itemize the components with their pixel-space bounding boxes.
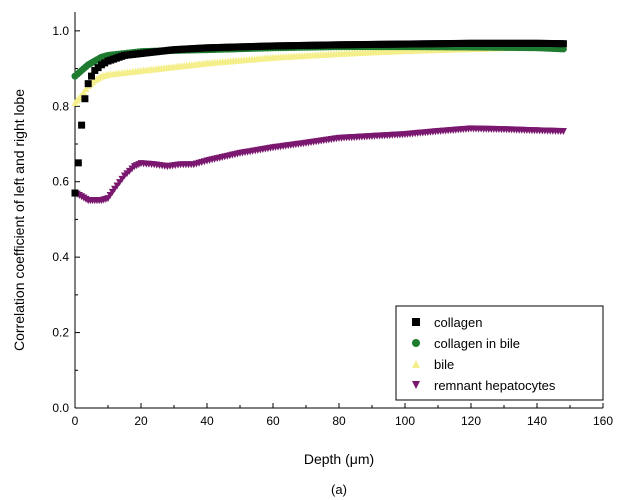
y-tick-label: 0.6 [52, 175, 69, 189]
x-axis-title: Depth (μm) [304, 451, 374, 467]
y-tick-label: 0.4 [52, 250, 69, 264]
data-point [81, 95, 89, 103]
x-tick-label: 160 [593, 414, 613, 428]
data-point [559, 40, 567, 48]
legend-marker [412, 339, 420, 347]
figure-caption: (a) [331, 482, 347, 497]
legend-label: bile [434, 357, 454, 372]
x-tick-label: 40 [200, 414, 214, 428]
series-layer [71, 39, 567, 205]
x-tick-label: 80 [332, 414, 346, 428]
x-tick-label: 100 [395, 414, 415, 428]
legend-box [395, 305, 604, 401]
legend-label: collagen [434, 315, 482, 330]
legend-marker [412, 381, 420, 389]
y-axis: 0.0 0.2 0.4 0.6 0.8 1.0 [52, 24, 80, 415]
x-tick-label: 20 [134, 414, 148, 428]
legend-marker [412, 318, 420, 326]
y-tick-label: 1.0 [52, 24, 69, 38]
y-tick-label: 0.0 [52, 401, 69, 415]
x-tick-label: 120 [461, 414, 481, 428]
y-tick-label: 0.8 [52, 99, 69, 113]
data-point [559, 45, 567, 53]
y-axis-title: Correlation coefficient of left and righ… [11, 89, 27, 351]
data-point [88, 72, 95, 80]
legend-label: remnant hepatocytes [434, 378, 556, 393]
data-point [74, 159, 82, 167]
series-collagen [71, 39, 567, 197]
y-tick-label: 0.2 [52, 326, 69, 340]
x-tick-label: 140 [527, 414, 547, 428]
legend-marker [412, 360, 420, 368]
data-point [84, 80, 92, 88]
series-remnant-hepatocytes [71, 125, 567, 205]
legend-label: collagen in bile [434, 336, 520, 351]
data-point [559, 128, 567, 136]
x-tick-label: 60 [266, 414, 280, 428]
data-point [78, 121, 86, 129]
legend: collagen collagen in bile bile remnant hepa… [395, 305, 604, 401]
data-point [71, 189, 79, 197]
x-axis: 0 20 40 60 80 100 120 140 160 [72, 403, 613, 428]
x-tick-label: 0 [72, 414, 79, 428]
